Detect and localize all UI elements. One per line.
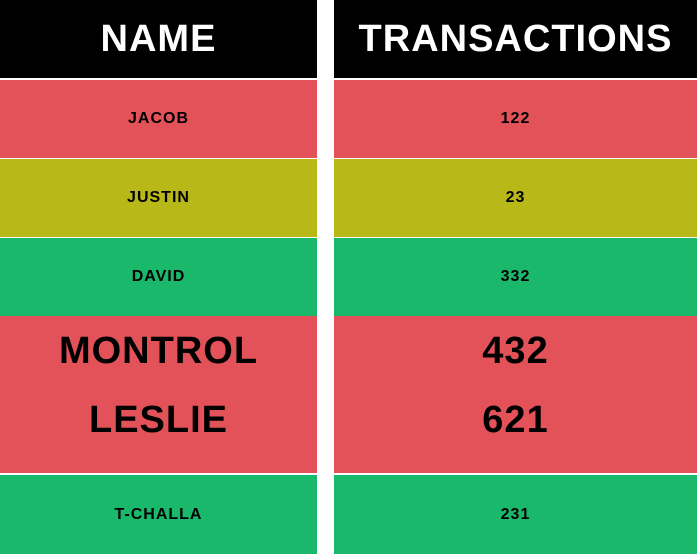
name-text: MONTROL <box>58 330 259 372</box>
transactions-cell: 122 <box>334 80 697 158</box>
name-cell: DAVID <box>0 238 317 316</box>
name-text: LESLIE <box>88 399 229 441</box>
transactions-cell: 332 <box>334 238 697 316</box>
header-transactions: TRANSACTIONS <box>334 0 697 78</box>
transactions-cell: 231 <box>334 475 697 554</box>
transactions-text: 621 <box>482 399 549 441</box>
name-cell: JACOB <box>0 80 317 158</box>
name-cell: T-CHALLA <box>0 475 317 554</box>
transactions-cell: 23 <box>334 159 697 237</box>
name-cell: JUSTIN <box>0 159 317 237</box>
transactions-cell-merged: 432 621 <box>334 316 697 473</box>
header-name: NAME <box>0 0 317 78</box>
name-cell-merged: MONTROL LESLIE <box>0 316 317 473</box>
transactions-text: 432 <box>482 330 549 372</box>
